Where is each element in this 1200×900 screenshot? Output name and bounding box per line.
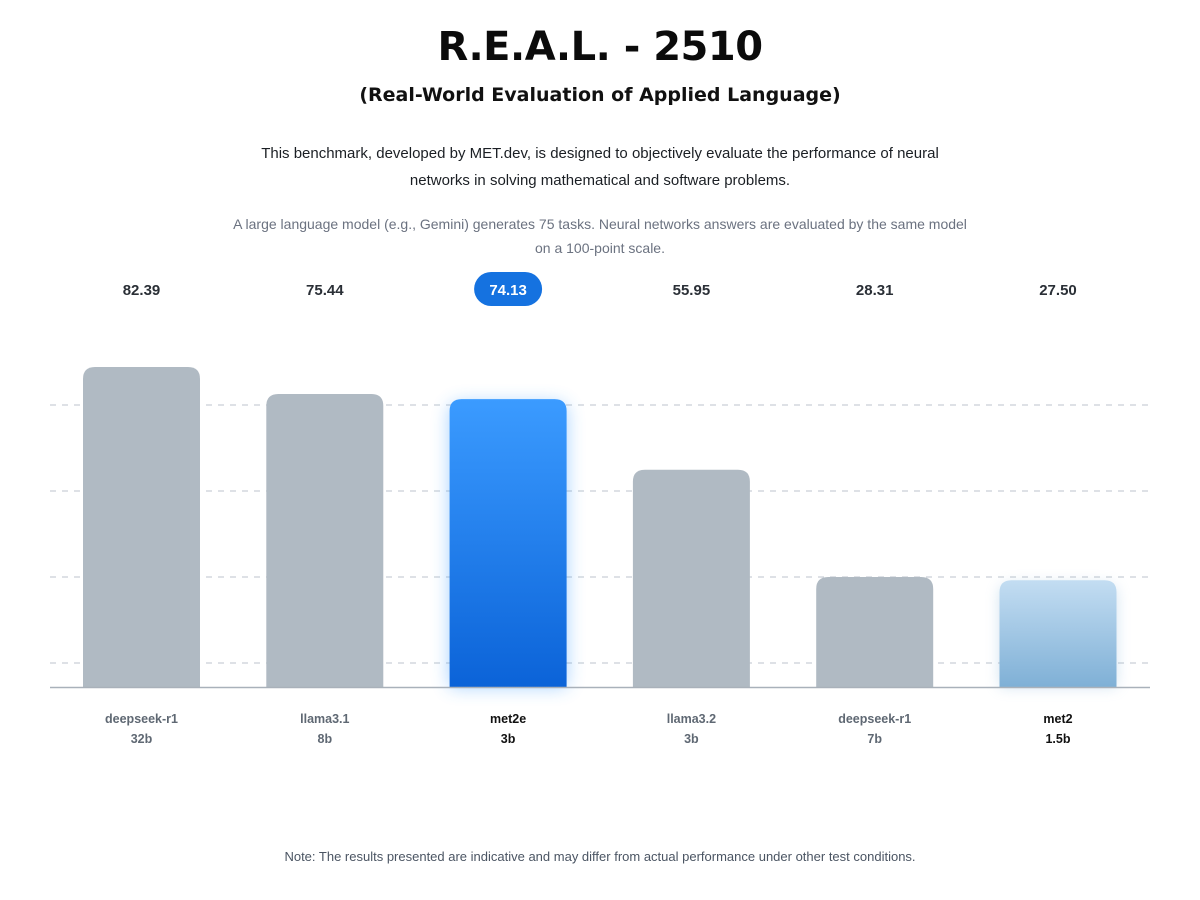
grid-lines bbox=[50, 404, 1150, 664]
bar-llama3.1-8b bbox=[266, 393, 384, 687]
model-name-label: deepseek-r1 bbox=[105, 712, 178, 726]
chart-subtitle: (Real-World Evaluation of Applied Langua… bbox=[359, 84, 841, 106]
model-name-label: llama3.1 bbox=[300, 712, 349, 726]
value-label: 75.44 bbox=[306, 282, 344, 299]
model-name-label: deepseek-r1 bbox=[838, 712, 911, 726]
bar-llama3.2-3b bbox=[632, 469, 750, 687]
model-name-label: met2e bbox=[490, 712, 526, 726]
value-labels: 82.39 75.44 74.13 55.95 28.31 27.50 bbox=[123, 272, 1077, 306]
chart-title: R.E.A.L. - 2510 bbox=[437, 24, 763, 70]
benchmark-description: This benchmark, developed by MET.dev, is… bbox=[261, 145, 939, 189]
value-badge-highlight bbox=[474, 272, 543, 306]
bar-met2e-3b bbox=[449, 399, 567, 687]
value-label: 55.95 bbox=[673, 282, 711, 299]
value-label: 74.13 bbox=[489, 282, 527, 299]
model-name-label: llama3.2 bbox=[667, 712, 716, 726]
bar-met2-1.5b bbox=[999, 580, 1117, 687]
bar-deepseek-r1-32b bbox=[83, 367, 200, 687]
footer-note: Note: The results presented are indicati… bbox=[284, 849, 916, 864]
model-size-label: 1.5b bbox=[1045, 732, 1070, 746]
model-name-label: met2 bbox=[1043, 712, 1072, 726]
bars bbox=[83, 367, 1117, 687]
model-size-label: 8b bbox=[318, 732, 333, 746]
model-size-label: 7b bbox=[867, 732, 882, 746]
evaluation-method-text: A large language model (e.g., Gemini) ge… bbox=[233, 216, 967, 256]
bar-deepseek-r1-7b bbox=[816, 577, 934, 687]
model-size-label: 32b bbox=[131, 732, 153, 746]
value-label: 27.50 bbox=[1039, 282, 1077, 299]
model-size-label: 3b bbox=[501, 732, 516, 746]
value-label: 82.39 bbox=[123, 282, 161, 299]
value-label: 28.31 bbox=[856, 282, 894, 299]
model-size-label: 3b bbox=[684, 732, 699, 746]
category-labels: deepseek-r1 32b llama3.1 8b met2e 3b llama3.2 3… bbox=[105, 712, 1073, 746]
